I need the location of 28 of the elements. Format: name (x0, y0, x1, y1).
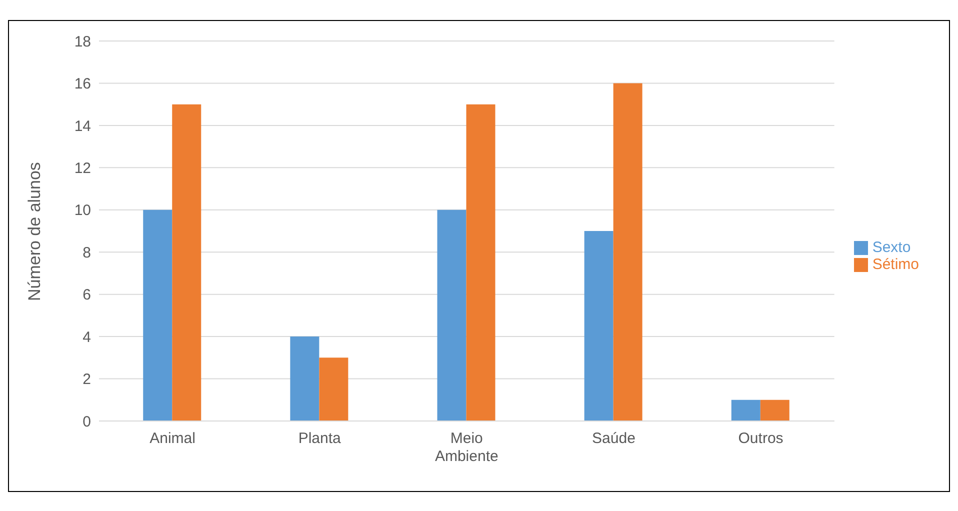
legend-label: Sétimo (872, 256, 919, 273)
legend-label: Sexto (872, 239, 911, 256)
y-tick-label: 6 (82, 286, 91, 304)
y-tick-label: 14 (74, 118, 91, 135)
y-tick-label: 8 (82, 244, 91, 262)
y-tick-label: 12 (74, 160, 91, 177)
y-tick-label: 18 (74, 33, 91, 50)
x-tick-label: Planta (298, 430, 342, 447)
bar (172, 104, 202, 421)
bar (290, 336, 320, 421)
y-tick-label: 4 (82, 328, 91, 346)
bar (613, 83, 642, 421)
bar (466, 104, 496, 421)
y-axis-title: Número de alunos (25, 162, 44, 301)
bar (437, 210, 466, 421)
x-tick-label: Meio Ambiente (434, 430, 498, 465)
x-tick-label: Animal (150, 430, 196, 447)
bar (584, 231, 614, 421)
y-tick-label: 2 (82, 371, 91, 388)
x-tick-label: Outros (738, 430, 784, 447)
bar (319, 358, 348, 421)
bar (731, 400, 760, 421)
x-tick-label: Saúde (592, 430, 636, 447)
y-tick-label: 10 (74, 202, 91, 220)
bar (143, 210, 172, 421)
y-tick-label: 16 (74, 76, 91, 93)
bar (760, 400, 790, 421)
y-tick-label: 0 (82, 413, 91, 430)
